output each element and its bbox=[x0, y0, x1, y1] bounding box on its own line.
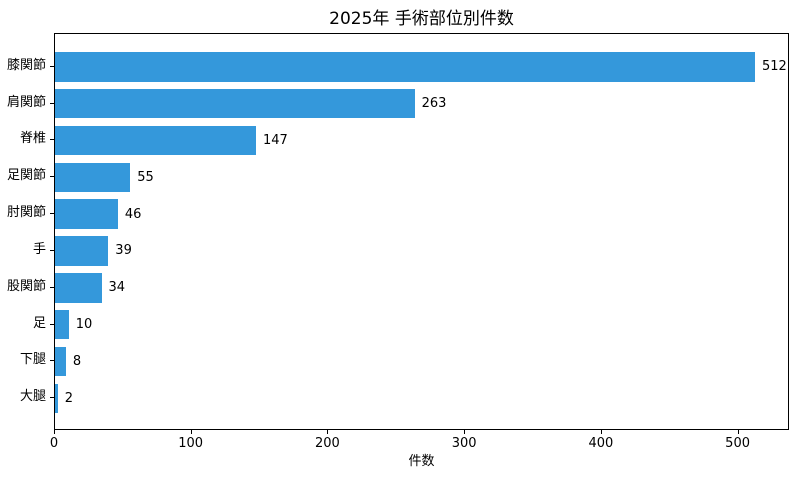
y-tick-mark bbox=[50, 102, 54, 104]
y-tick-label: 肘関節 bbox=[6, 205, 46, 221]
y-tick-mark bbox=[50, 360, 54, 362]
y-tick-label: 脊椎 bbox=[19, 131, 46, 147]
y-tick-mark bbox=[50, 397, 54, 399]
bar bbox=[55, 309, 69, 340]
bar bbox=[55, 236, 109, 266]
bar bbox=[55, 199, 118, 229]
x-tick-label: 300 bbox=[451, 436, 477, 451]
y-tick-label: 膝関節 bbox=[6, 57, 46, 73]
y-tick-label: 大腿 bbox=[19, 389, 46, 405]
bar-value-label: 55 bbox=[137, 169, 154, 185]
y-tick-label: 足関節 bbox=[6, 168, 46, 184]
x-tick-label: 400 bbox=[588, 436, 614, 451]
bar-value-label: 46 bbox=[124, 206, 142, 222]
y-tick-label: 股関節 bbox=[6, 278, 46, 294]
bar bbox=[55, 273, 102, 303]
x-axis-title: 件数 bbox=[408, 454, 435, 469]
bar-value-label: 34 bbox=[108, 280, 126, 296]
bar-value-label: 263 bbox=[421, 96, 447, 112]
x-tick-mark bbox=[190, 430, 192, 434]
x-tick-label: 500 bbox=[725, 436, 750, 451]
y-tick-mark bbox=[50, 249, 54, 251]
x-tick-label: 200 bbox=[314, 436, 340, 451]
bar-value-label: 8 bbox=[72, 353, 82, 369]
y-tick-mark bbox=[50, 139, 54, 141]
y-tick-label: 足 bbox=[32, 315, 46, 331]
x-tick-label: 100 bbox=[178, 436, 204, 451]
plot-area: 512 263 147 55 46 39 34 10 8 2 bbox=[54, 33, 789, 430]
y-tick-mark bbox=[50, 65, 54, 67]
x-tick-mark bbox=[54, 430, 55, 434]
bar bbox=[55, 383, 58, 413]
y-tick-label: 手 bbox=[32, 241, 46, 257]
x-tick-mark bbox=[327, 430, 329, 434]
bar bbox=[55, 125, 256, 156]
bar bbox=[55, 162, 131, 192]
x-tick-label: 0 bbox=[49, 436, 59, 451]
y-tick-mark bbox=[50, 323, 54, 325]
bar-value-label: 2 bbox=[64, 390, 73, 406]
bar-value-label: 512 bbox=[762, 59, 787, 75]
y-tick-mark bbox=[50, 176, 54, 178]
bar bbox=[55, 88, 415, 119]
bar bbox=[55, 52, 755, 82]
y-tick-label: 下腿 bbox=[19, 352, 46, 368]
bar-value-label: 147 bbox=[263, 132, 288, 148]
y-tick-mark bbox=[50, 286, 54, 288]
x-tick-mark bbox=[464, 430, 466, 434]
y-tick-label: 肩関節 bbox=[6, 94, 46, 110]
x-tick-mark bbox=[737, 430, 739, 434]
bar-value-label: 39 bbox=[115, 243, 132, 259]
y-tick-mark bbox=[50, 213, 54, 215]
x-tick-mark bbox=[600, 430, 602, 434]
chart-title: 2025年 手術部位別件数 bbox=[329, 9, 514, 29]
bar bbox=[55, 346, 66, 377]
bar-value-label: 10 bbox=[75, 317, 93, 333]
